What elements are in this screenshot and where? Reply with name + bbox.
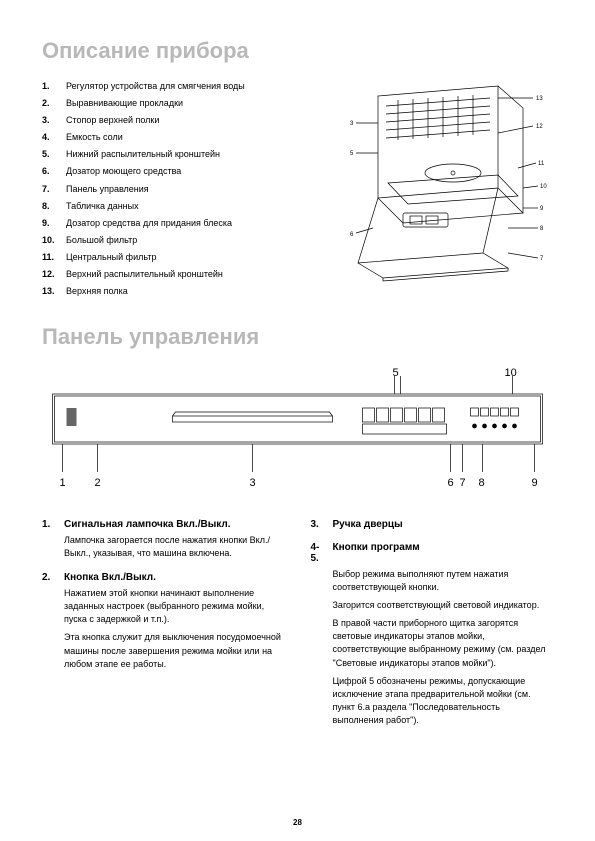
svg-text:13: 13 <box>536 96 543 102</box>
parts-text: Нижний распылительный кронштейн <box>66 146 338 163</box>
parts-text: Стопор верхней полки <box>66 112 338 129</box>
parts-number: 11. <box>42 249 56 266</box>
svg-text:7: 7 <box>460 477 466 489</box>
desc-paragraph: Выбор режима выполняют путем нажатия соо… <box>333 568 554 594</box>
parts-list-row: 1. Регулятор устройства для смягчения вод… <box>42 78 338 95</box>
parts-number: 12. <box>42 266 56 283</box>
parts-list-row: 13. Верхняя полка <box>42 283 338 300</box>
desc-heading: 2. Кнопка Вкл./Выкл. <box>42 572 285 583</box>
svg-text:1: 1 <box>60 477 66 489</box>
desc-paragraph: Эта кнопка служит для выключения посудом… <box>64 631 285 670</box>
svg-text:10: 10 <box>540 184 547 190</box>
svg-text:3: 3 <box>350 121 354 127</box>
desc-item: 4-5. Кнопки программ Выбор режима выполняю… <box>311 542 554 727</box>
page-number: 28 <box>0 818 595 827</box>
desc-paragraph: Загорится соответствующий световой индик… <box>333 599 554 612</box>
desc-body: Лампочка загорается после нажатия кнопки… <box>42 534 285 560</box>
desc-paragraph: Нажатием этой кнопки начинают выполнение… <box>64 587 285 626</box>
svg-text:6: 6 <box>448 477 454 489</box>
parts-list-row: 12. Верхний распылительный кронштейн <box>42 266 338 283</box>
parts-number: 8. <box>42 198 56 215</box>
parts-number: 3. <box>42 112 56 129</box>
desc-body: Нажатием этой кнопки начинают выполнение… <box>42 587 285 670</box>
parts-number: 6. <box>42 163 56 180</box>
parts-number: 10. <box>42 232 56 249</box>
desc-heading: 1. Сигнальная лампочка Вкл./Выкл. <box>42 519 285 530</box>
parts-number: 1. <box>42 78 56 95</box>
parts-text: Табличка данных <box>66 198 338 215</box>
desc-heading: 4-5. Кнопки программ <box>311 542 554 564</box>
parts-list-row: 3. Стопор верхней полки <box>42 112 338 129</box>
svg-text:10: 10 <box>505 368 517 379</box>
desc-body: Выбор режима выполняют путем нажатия соо… <box>311 568 554 727</box>
parts-text: Большой фильтр <box>66 232 338 249</box>
desc-title: Сигнальная лампочка Вкл./Выкл. <box>64 519 285 530</box>
section-title-panel: Панель управления <box>42 324 553 350</box>
parts-text: Емкость соли <box>66 129 338 146</box>
parts-number: 7. <box>42 181 56 198</box>
desc-item: 2. Кнопка Вкл./Выкл. Нажатием этой кнопки … <box>42 572 285 670</box>
parts-list: 1. Регулятор устройства для смягчения вод… <box>42 78 338 300</box>
desc-number: 3. <box>311 519 325 530</box>
parts-text: Регулятор устройства для смягчения воды <box>66 78 338 95</box>
desc-number: 2. <box>42 572 56 583</box>
parts-number: 9. <box>42 215 56 232</box>
parts-text: Верхняя полка <box>66 283 338 300</box>
desc-paragraph: В правой части приборного щитка загорятс… <box>333 617 554 669</box>
desc-heading: 3. Ручка дверцы <box>311 519 554 530</box>
parts-list-row: 8. Табличка данных <box>42 198 338 215</box>
svg-text:5: 5 <box>393 368 399 379</box>
desc-title: Ручка дверцы <box>333 519 554 530</box>
parts-text: Дозатор средства для придания блеска <box>66 215 338 232</box>
parts-list-row: 7. Панель управления <box>42 181 338 198</box>
svg-text:8: 8 <box>479 477 485 489</box>
svg-text:11: 11 <box>538 161 545 167</box>
svg-text:9: 9 <box>540 206 544 212</box>
control-panel-diagram: 1 2 3 5 6 7 8 9 10 <box>42 368 553 498</box>
parts-number: 2. <box>42 95 56 112</box>
desc-item: 1. Сигнальная лампочка Вкл./Выкл. Лампочка… <box>42 519 285 560</box>
parts-number: 4. <box>42 129 56 146</box>
svg-text:7: 7 <box>540 256 544 262</box>
parts-text: Верхний распылительный кронштейн <box>66 266 338 283</box>
svg-text:5: 5 <box>350 151 354 157</box>
desc-title: Кнопка Вкл./Выкл. <box>64 572 285 583</box>
dishwasher-diagram: 13 12 11 10 9 8 7 3 5 6 <box>348 78 553 288</box>
svg-text:2: 2 <box>95 477 101 489</box>
parts-list-row: 2. Выравнивающие прокладки <box>42 95 338 112</box>
desc-item: 3. Ручка дверцы <box>311 519 554 530</box>
descriptions: 1. Сигнальная лампочка Вкл./Выкл. Лампочка… <box>42 519 553 739</box>
desc-col-right: 3. Ручка дверцы 4-5. Кнопки программ Выбор р… <box>311 519 554 739</box>
parts-list-row: 5. Нижний распылительный кронштейн <box>42 146 338 163</box>
svg-text:12: 12 <box>536 124 543 130</box>
parts-list-row: 10. Большой фильтр <box>42 232 338 249</box>
parts-text: Дозатор моющего средства <box>66 163 338 180</box>
desc-number: 4-5. <box>311 542 325 564</box>
svg-text:9: 9 <box>532 477 538 489</box>
desc-number: 1. <box>42 519 56 530</box>
parts-number: 5. <box>42 146 56 163</box>
parts-list-row: 11. Центральный фильтр <box>42 249 338 266</box>
desc-paragraph: Лампочка загорается после нажатия кнопки… <box>64 534 285 560</box>
parts-list-row: 6. Дозатор моющего средства <box>42 163 338 180</box>
parts-text: Панель управления <box>66 181 338 198</box>
parts-list-row: 4. Емкость соли <box>42 129 338 146</box>
svg-text:6: 6 <box>350 232 354 238</box>
page-title: Описание прибора <box>42 38 553 64</box>
desc-paragraph: Цифрой 5 обозначены режимы, допускающие … <box>333 675 554 727</box>
parts-list-row: 9. Дозатор средства для придания блеска <box>42 215 338 232</box>
top-section: 1. Регулятор устройства для смягчения вод… <box>42 78 553 300</box>
svg-text:3: 3 <box>250 477 256 489</box>
desc-col-left: 1. Сигнальная лампочка Вкл./Выкл. Лампочка… <box>42 519 285 739</box>
svg-text:8: 8 <box>540 226 544 232</box>
parts-text: Центральный фильтр <box>66 249 338 266</box>
desc-title: Кнопки программ <box>333 542 554 564</box>
parts-text: Выравнивающие прокладки <box>66 95 338 112</box>
parts-number: 13. <box>42 283 56 300</box>
